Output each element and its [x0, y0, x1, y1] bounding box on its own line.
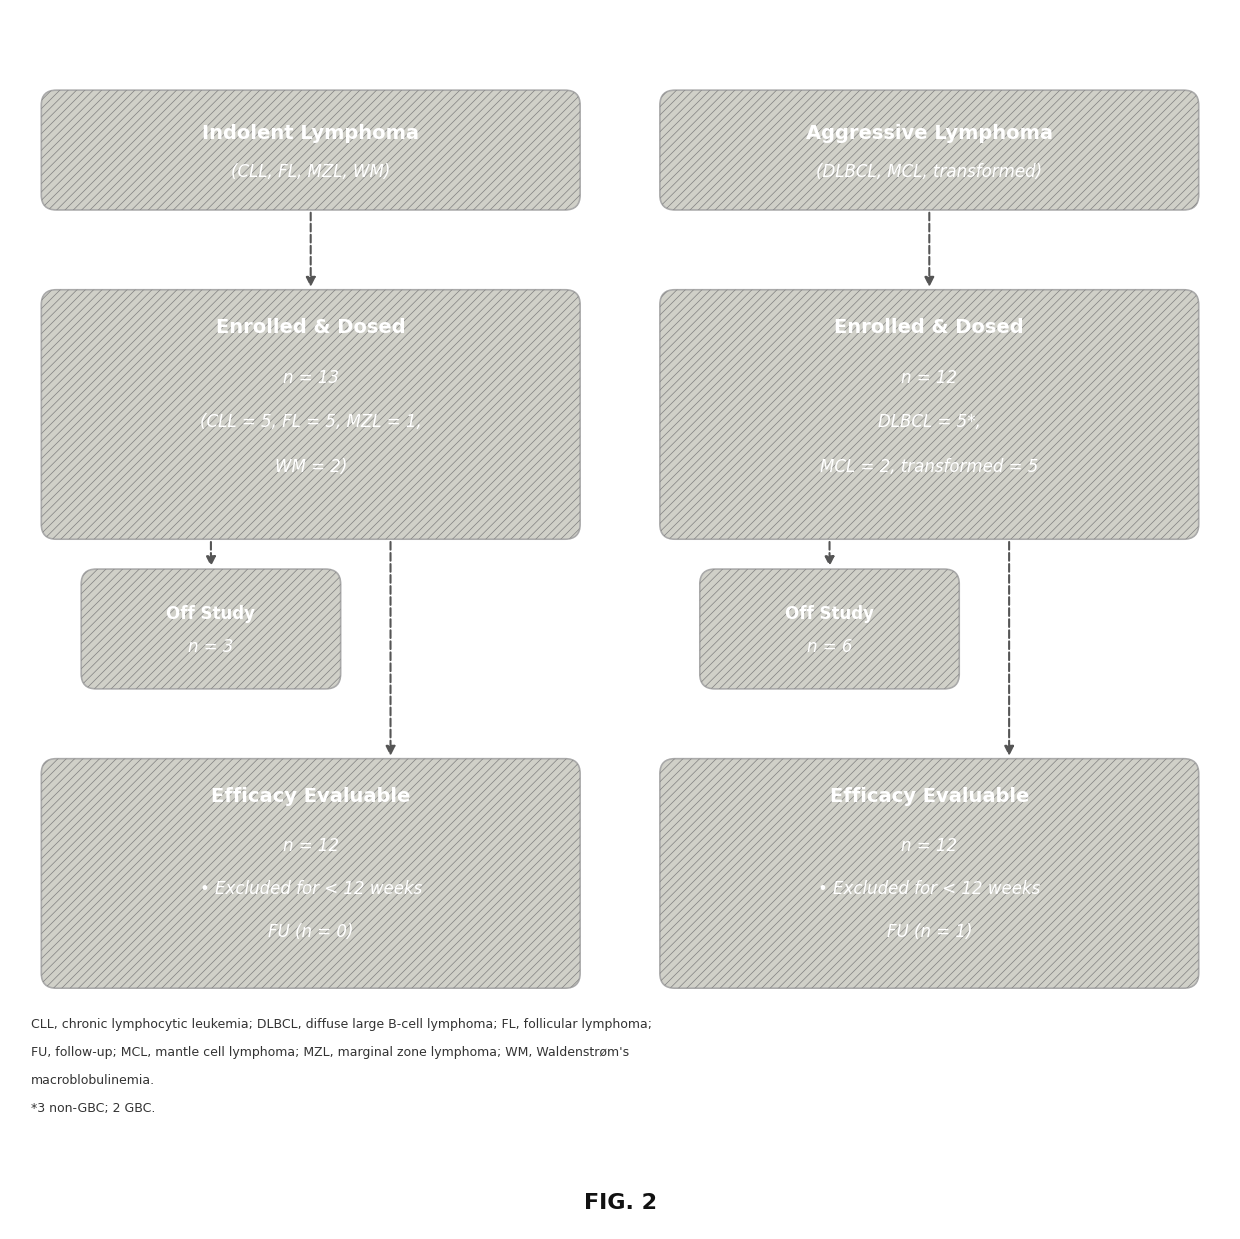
- Text: FU, follow-up; MCL, mantle cell lymphoma; MZL, marginal zone lymphoma; WM, Walde: FU, follow-up; MCL, mantle cell lymphoma…: [31, 1046, 630, 1059]
- Text: FU (n = 1): FU (n = 1): [887, 923, 972, 942]
- Text: WM = 2): WM = 2): [274, 458, 347, 476]
- FancyBboxPatch shape: [660, 758, 1199, 989]
- Text: CLL, chronic lymphocytic leukemia; DLBCL, diffuse large B-cell lymphoma; FL, fol: CLL, chronic lymphocytic leukemia; DLBCL…: [31, 1018, 652, 1031]
- Text: Enrolled & Dosed: Enrolled & Dosed: [216, 318, 405, 337]
- Text: n = 12: n = 12: [901, 838, 957, 855]
- Text: • Excluded for < 12 weeks: • Excluded for < 12 weeks: [818, 881, 1040, 898]
- Text: Efficacy Evaluable: Efficacy Evaluable: [211, 787, 410, 807]
- FancyBboxPatch shape: [81, 569, 341, 689]
- FancyBboxPatch shape: [660, 290, 1199, 539]
- Text: (DLBCL, MCL, transformed): (DLBCL, MCL, transformed): [816, 164, 1043, 181]
- FancyBboxPatch shape: [660, 90, 1199, 209]
- FancyBboxPatch shape: [41, 90, 580, 209]
- Text: (CLL = 5, FL = 5, MZL = 1,: (CLL = 5, FL = 5, MZL = 1,: [200, 414, 422, 431]
- Text: n = 6: n = 6: [807, 638, 852, 655]
- Text: MCL = 2, transformed = 5: MCL = 2, transformed = 5: [820, 458, 1038, 476]
- Text: DLBCL = 5*,: DLBCL = 5*,: [878, 414, 981, 431]
- Text: *3 non-GBC; 2 GBC.: *3 non-GBC; 2 GBC.: [31, 1101, 156, 1115]
- FancyBboxPatch shape: [41, 290, 580, 539]
- Text: (CLL, FL, MZL, WM): (CLL, FL, MZL, WM): [231, 164, 391, 181]
- Text: Off Study: Off Study: [785, 605, 874, 623]
- Text: Off Study: Off Study: [166, 605, 255, 623]
- Text: n = 3: n = 3: [188, 638, 233, 655]
- Text: macroblobulinemia.: macroblobulinemia.: [31, 1074, 155, 1087]
- Text: FU (n = 0): FU (n = 0): [268, 923, 353, 942]
- Text: FIG. 2: FIG. 2: [584, 1193, 656, 1213]
- Text: n = 13: n = 13: [283, 368, 339, 387]
- Text: n = 12: n = 12: [283, 838, 339, 855]
- Text: Aggressive Lymphoma: Aggressive Lymphoma: [806, 124, 1053, 142]
- Text: n = 12: n = 12: [901, 368, 957, 387]
- Text: Indolent Lymphoma: Indolent Lymphoma: [202, 124, 419, 142]
- FancyBboxPatch shape: [41, 758, 580, 989]
- Text: Efficacy Evaluable: Efficacy Evaluable: [830, 787, 1029, 807]
- Text: • Excluded for < 12 weeks: • Excluded for < 12 weeks: [200, 881, 422, 898]
- Text: Enrolled & Dosed: Enrolled & Dosed: [835, 318, 1024, 337]
- FancyBboxPatch shape: [699, 569, 960, 689]
